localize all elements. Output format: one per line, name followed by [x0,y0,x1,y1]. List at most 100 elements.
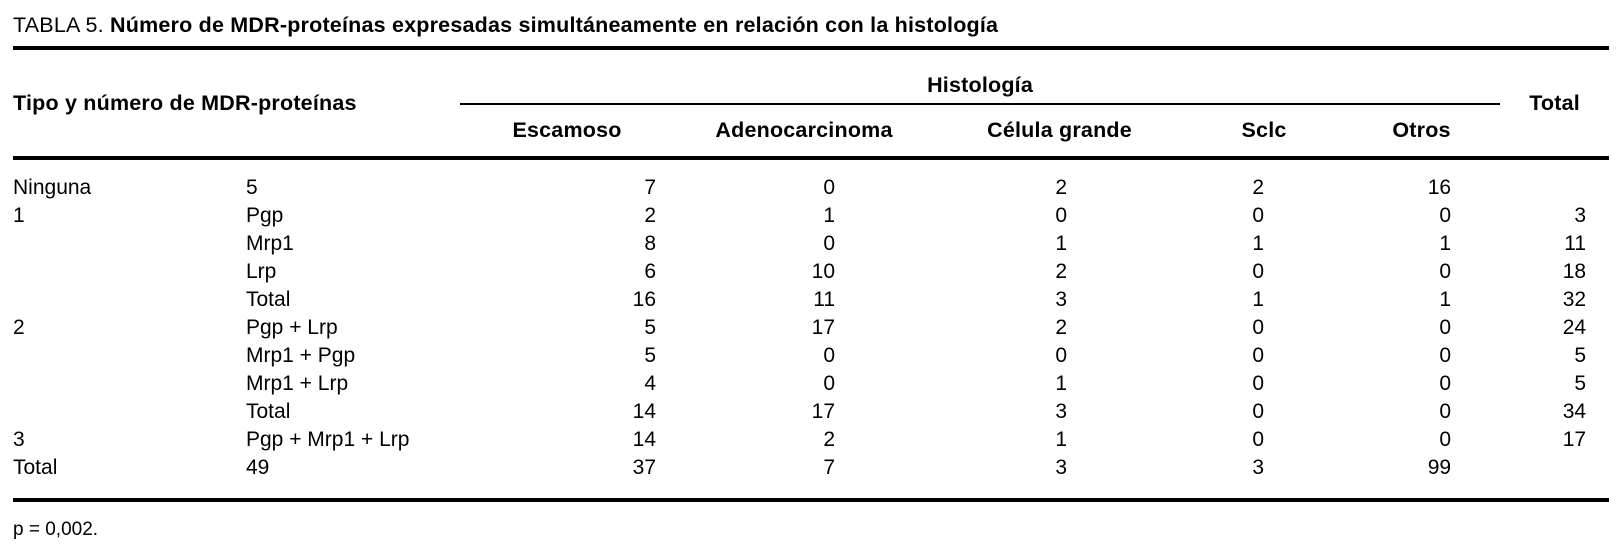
table-row: Ninguna 5 7 0 2 2 16 [13,158,1609,202]
total-cell: 5 [1574,372,1587,395]
otros-cell: 0 [1439,316,1452,339]
otros-cell: 0 [1439,344,1452,367]
escamoso-cell: 4 [644,372,657,395]
total-cell [1500,454,1610,502]
total-cell: 32 [1562,288,1587,311]
tipo-cell: Total [13,454,240,502]
sclc-cell: 1 [1252,232,1265,255]
celula-grande-cell: 0 [1055,344,1068,367]
escamoso-cell: 8 [644,232,657,255]
total-cell: 17 [1562,428,1587,451]
proteina-cell: Total [246,400,291,423]
table-body: Ninguna 5 7 0 2 2 16 1 Pgp 2 1 0 0 0 3 Mrp1 8 0 1 1 1 11 Lrp 6 1… [13,158,1610,502]
table-caption-text: Número de MDR-proteínas expresadas simul… [110,13,999,37]
tipo-cell [13,286,240,314]
column-header-sclc: Sclc [1185,104,1344,160]
otros-cell: 0 [1439,260,1452,283]
sclc-cell: 0 [1252,316,1265,339]
table-row: 3 Pgp + Mrp1 + Lrp 14 2 1 0 0 17 [13,426,1609,454]
table-row: Mrp1 8 0 1 1 1 11 [13,230,1609,258]
table-row: Lrp 6 10 2 0 0 18 [13,258,1609,286]
total-cell [1500,158,1609,202]
column-header-tipo: Tipo y número de MDR-proteínas [13,48,461,160]
escamoso-cell: 5 [644,344,657,367]
adenocarcinoma-cell: 0 [823,372,836,395]
total-cell: 11 [1564,232,1587,255]
adenocarcinoma-cell: 2 [823,428,836,451]
table-row: 1 Pgp 2 1 0 0 0 3 [13,202,1609,230]
escamoso-cell: 7 [644,176,657,199]
sclc-cell: 2 [1252,176,1265,199]
escamoso-cell: 16 [632,288,657,311]
adenocarcinoma-cell: 0 [823,176,836,199]
mdr-proteins-table: Tipo y número de MDR-proteínas Histologí… [13,46,1610,502]
total-cell: 3 [1574,204,1587,227]
table-row: 2 Pgp + Lrp 5 17 2 0 0 24 [13,314,1609,342]
escamoso-cell: 2 [644,204,657,227]
p-value-footnote: p = 0,002. [13,519,99,540]
escamoso-cell: 6 [644,260,657,283]
tipo-cell [13,398,240,426]
tipo-cell: 2 [13,316,25,339]
otros-cell: 1 [1439,288,1452,311]
proteina-cell: Mrp1 + Lrp [246,372,349,395]
proteina-cell: Pgp + Mrp1 + Lrp [246,428,410,451]
sclc-cell: 1 [1252,288,1265,311]
adenocarcinoma-cell: 17 [811,400,836,423]
column-header-celula-grande: Célula grande [934,104,1186,160]
escamoso-cell: 14 [632,400,657,423]
table-caption-number: TABLA 5. [13,13,111,37]
otros-cell: 1 [1439,232,1452,255]
total-cell: 18 [1562,260,1587,283]
proteina-cell: Mrp1 [246,232,294,255]
escamoso-cell: 14 [632,428,657,451]
proteina-cell: Lrp [246,260,277,283]
celula-grande-cell: 1 [1055,232,1068,255]
tipo-cell [13,370,240,398]
otros-cell: 99 [1343,454,1501,502]
proteina-cell: Pgp + Lrp [246,316,338,339]
celula-grande-cell: 0 [1055,204,1068,227]
adenocarcinoma-cell: 7 [674,454,935,502]
otros-cell: 0 [1439,204,1452,227]
table-row: Total 16 11 3 1 1 32 [13,286,1609,314]
total-cell: 24 [1562,316,1587,339]
proteina-cell: 49 [240,454,461,502]
adenocarcinoma-cell: 1 [823,204,836,227]
adenocarcinoma-cell: 0 [823,344,836,367]
adenocarcinoma-cell: 11 [813,288,836,311]
adenocarcinoma-cell: 0 [823,232,836,255]
celula-grande-cell: 2 [1055,316,1068,339]
celula-grande-cell: 2 [1055,260,1068,283]
celula-grande-cell: 3 [1055,400,1068,423]
sclc-cell: 0 [1252,260,1265,283]
table-caption: TABLA 5. Número de MDR-proteínas expresa… [13,0,1609,46]
table-row: Total 14 17 3 0 0 34 [13,398,1609,426]
sclc-cell: 0 [1252,344,1265,367]
otros-cell: 0 [1439,400,1452,423]
table-row: Mrp1 + Lrp 4 0 1 0 0 5 [13,370,1609,398]
total-cell: 5 [1574,344,1587,367]
proteina-cell: Mrp1 + Pgp [246,344,356,367]
tipo-cell [13,258,240,286]
otros-cell: 0 [1439,372,1452,395]
celula-grande-cell: 3 [934,454,1186,502]
column-header-total: Total [1500,48,1610,160]
table-row: Total 49 37 7 3 3 99 [13,454,1610,502]
sclc-cell: 0 [1252,372,1265,395]
tipo-cell: 1 [13,204,25,227]
column-header-adenocarcinoma: Adenocarcinoma [674,104,935,160]
proteina-cell: 5 [246,176,258,199]
table-header: Tipo y número de MDR-proteínas Histologí… [13,48,1610,160]
tipo-cell [13,230,240,258]
celula-grande-cell: 2 [1055,176,1068,199]
table-row: Mrp1 + Pgp 5 0 0 0 0 5 [13,342,1609,370]
sclc-cell: 0 [1252,428,1265,451]
tipo-cell: 3 [13,428,25,451]
column-header-escamoso: Escamoso [460,104,675,160]
otros-cell: 16 [1427,176,1452,199]
group-header-histologia: Histología [460,48,1501,105]
proteina-cell: Total [246,288,291,311]
total-cell: 34 [1562,400,1587,423]
escamoso-cell: 5 [644,316,657,339]
